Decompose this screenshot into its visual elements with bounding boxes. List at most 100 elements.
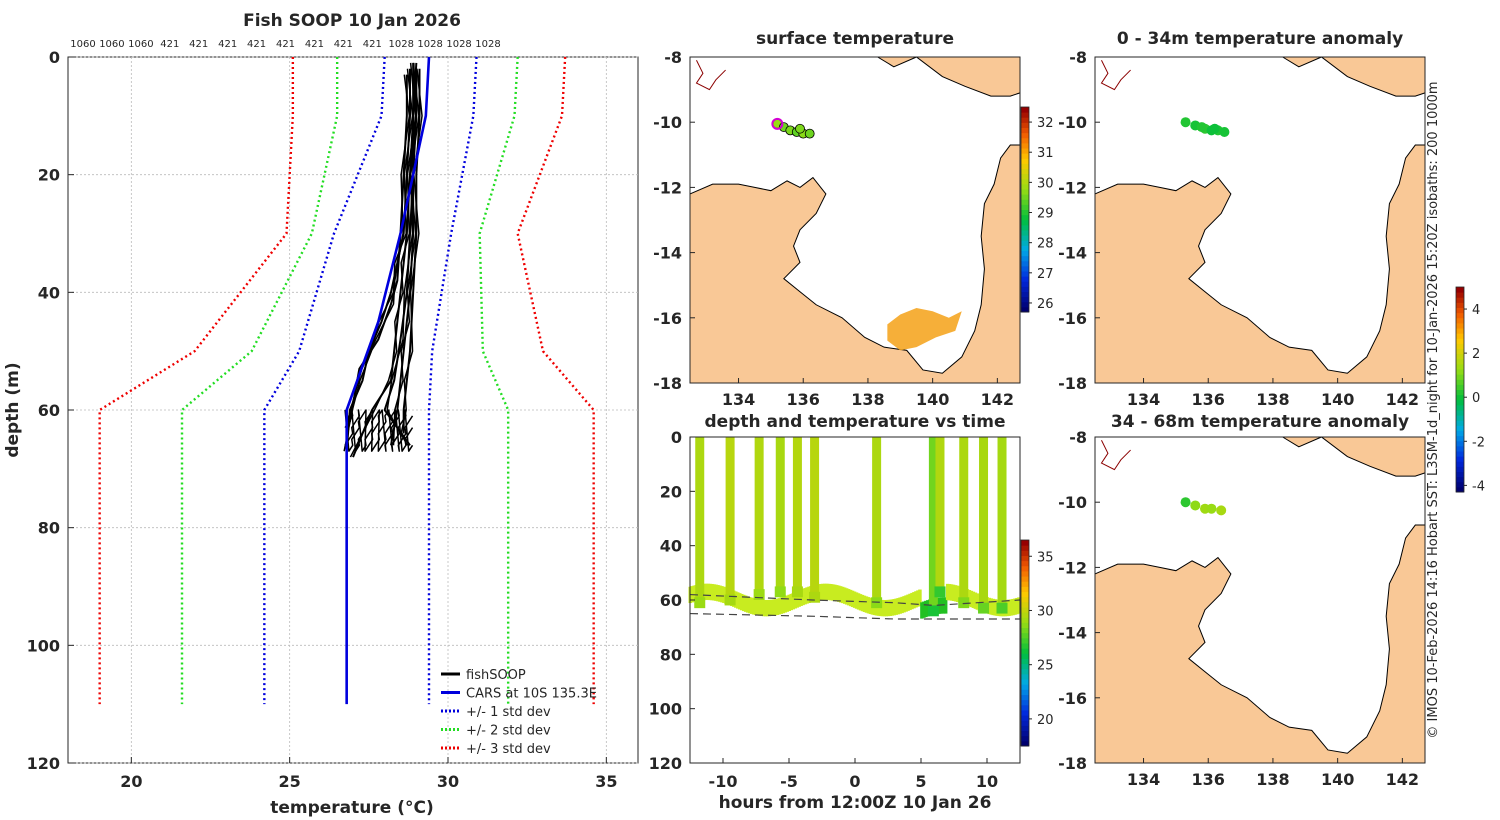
bottom-trace [947,584,952,601]
bottom-trace [716,585,720,602]
profile-bottom [958,597,970,609]
bottom-trace [793,592,797,609]
anomaly-point [1209,123,1220,134]
profile-legend: fishSOOP CARS at 10S 135.3E +/- 1 std dev +… [441,668,597,757]
depth-time-colorbar-segment [1021,540,1029,546]
bottom-trace [862,595,867,612]
depth-time-colorbar-segment [1021,709,1029,716]
profile-ylabel: depth (m) [3,362,23,457]
std-dev-line [98,57,295,705]
anomaly-34-68-map-xtick-label: 140 [1321,770,1354,789]
depth-time-colorbar-segment [1021,679,1029,685]
sst-colorbar-segment [1021,189,1029,195]
profile-bottom [694,597,706,609]
depth-time-colorbar-segment [1021,740,1029,747]
depth-time-colorbar-segment [1021,735,1029,742]
bottom-trace [775,598,780,615]
bottom-trace [751,598,756,615]
bottom-trace [789,593,793,611]
sst-colorbar-segment [1021,214,1029,221]
depth-time-colorbar-segment [1021,673,1029,680]
fishsoop-profile [392,68,420,446]
bottom-trace [722,586,726,604]
depth-time-xlabel: hours from 12:00Z 10 Jan 26 [719,793,992,813]
profile-bar [872,437,882,606]
surface-map-title: surface temperature [756,29,954,49]
bottom-trace [941,597,946,614]
profile-bar [810,437,820,600]
bottom-trace [906,594,910,611]
bottom-trace [989,598,993,615]
depth-time-colorbar-segment [1021,612,1029,618]
sst-colorbar-segment [1021,148,1029,154]
profile-bar [997,437,1007,611]
sst-colorbar-segment [1021,194,1029,200]
bottom-trace [706,583,710,601]
depth-time-xtick-label: -10 [709,772,738,791]
bottom-trace [785,595,790,612]
bottom-trace [904,595,908,612]
anomaly-0-34-map-ytick-label: -12 [1058,178,1087,197]
depth-time-ytick-label: 40 [660,537,682,556]
fishsoop-profile [402,68,421,434]
depth-time-ytick-label: 100 [649,700,682,719]
profile-ytick-label: 60 [38,401,60,420]
anomaly-colorbar-tick-label: 4 [1472,303,1480,318]
anomaly-colorbar-segment [1456,451,1464,457]
sst-colorbar-segment [1021,117,1029,123]
depth-time-colorbar-segment [1021,648,1029,654]
anomaly-colorbar-segment [1456,410,1464,416]
profile-top-label: 421 [160,39,179,50]
anomaly-colorbar-segment [1456,486,1464,493]
depth-time-colorbar-segment [1021,653,1029,659]
bottom-trace [755,599,760,616]
surface-map-xtick-label: 142 [981,390,1014,409]
bottom-trace [777,598,782,615]
bottom-trace [708,583,712,601]
profile-bottom [724,594,736,606]
bottom-trace [880,599,885,617]
bottom-trace [888,599,892,616]
profile-bar [792,437,802,595]
fishsoop-profile [344,409,414,452]
anomaly-colorbar-tick-label: -2 [1472,435,1485,450]
sst-colorbar-frame [1020,106,1030,313]
bottom-trace [759,599,764,617]
bottom-trace [741,594,746,612]
anomaly-colorbar-segment [1456,435,1464,442]
bottom-trace [769,599,774,617]
depth-time-colorbar-segment [1021,725,1029,732]
anomaly-0-34-map-ytick-label: -14 [1058,244,1087,263]
profile-top-label: 421 [247,39,266,50]
anomaly-34-68-title: 34 - 68m temperature anomaly [1111,412,1409,432]
bottom-trace [896,598,900,615]
sst-colorbar-segment [1021,158,1029,164]
fishsoop-profile [400,68,423,434]
profile-xtick-label: 20 [120,772,142,791]
bottom-trace [882,599,887,617]
anomaly-colorbar-segment [1456,374,1464,380]
anomaly-0-34-map-isobath [1100,60,1131,91]
bottom-trace [835,585,839,602]
bottom-trace [1007,599,1011,616]
sst-colorbar-segment [1021,301,1029,308]
sst-colorbar-segment [1021,219,1029,226]
bottom-trace [967,590,972,607]
fishsoop-profile [349,62,417,458]
profile-bottom [978,602,990,614]
sst-colorbar-segment [1021,230,1029,236]
bottom-trace [912,592,916,609]
profile-top-label: 1060 [70,39,95,50]
sst-colorbar-segment [1021,271,1029,277]
anomaly-colorbar-segment [1456,307,1464,314]
depth-time-colorbar-segment [1021,555,1029,562]
profile-top-label: 421 [363,39,382,50]
surface-map-xtick-label: 138 [851,390,884,409]
surface-map-panel: surface temperature 134 136 138 140 142 -8 -10… [653,29,1053,409]
sst-colorbar-tick-label: 30 [1037,176,1054,191]
sst-colorbar-segment [1021,296,1029,303]
profile-ytick-label: 20 [38,166,60,185]
anomaly-0-34-map-ytick-label: -16 [1058,309,1087,328]
profile-bar [935,437,945,595]
anomaly-34-68-map-ytick-label: -12 [1058,558,1087,577]
